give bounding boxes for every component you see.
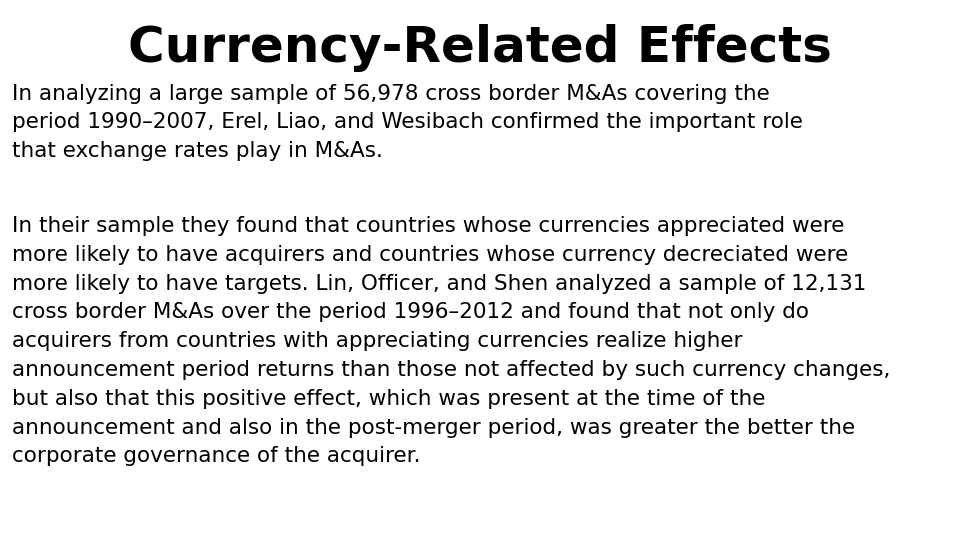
Text: In their sample they found that countries whose currencies appreciated were
more: In their sample they found that countrie… [12, 216, 890, 467]
Text: In analyzing a large sample of 56,978 cross border M&As covering the
period 1990: In analyzing a large sample of 56,978 cr… [12, 84, 803, 161]
Text: Currency-Related Effects: Currency-Related Effects [128, 24, 832, 72]
